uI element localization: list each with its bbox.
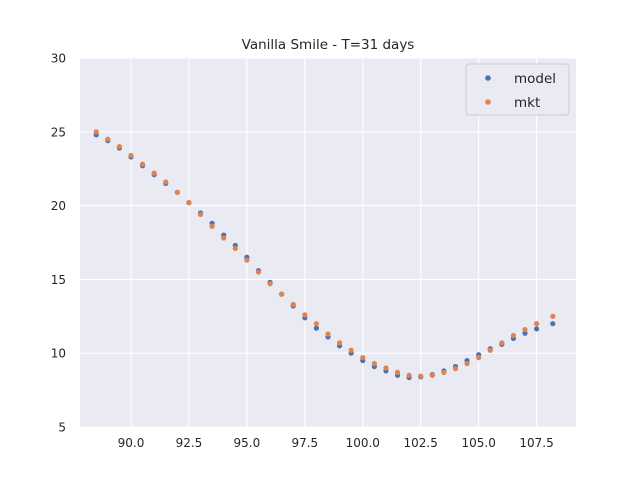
mkt-point <box>93 129 99 135</box>
mkt-point <box>371 360 377 367</box>
mkt-point <box>186 200 192 206</box>
mkt-point <box>487 347 493 353</box>
mkt-point <box>279 291 285 297</box>
x-tick-label: 100.0 <box>346 436 380 450</box>
y-tick-label: 20 <box>51 199 66 213</box>
x-tick-label: 92.5 <box>176 436 203 450</box>
mkt-point <box>313 321 320 327</box>
mkt-point <box>221 235 227 241</box>
mkt-point <box>267 281 273 287</box>
mkt-point <box>510 332 517 339</box>
x-tick-label: 107.5 <box>519 436 553 450</box>
mkt-point <box>139 161 146 167</box>
model-point <box>533 326 540 332</box>
chart-title: Vanilla Smile - T=31 days <box>242 37 415 53</box>
mkt-point <box>290 301 296 308</box>
y-tick-label: 15 <box>51 273 66 287</box>
mkt-point <box>197 211 204 218</box>
legend-marker-mkt <box>485 99 491 105</box>
mkt-point <box>209 223 215 229</box>
y-axis: 5 10 15 20 25 30 <box>51 52 66 435</box>
mkt-point <box>325 331 331 337</box>
mkt-point <box>464 360 470 367</box>
mkt-point <box>232 245 238 252</box>
legend-label-mkt: mkt <box>514 95 540 111</box>
x-axis: 90.0 92.5 95.0 97.5 100.0 102.5 105.0 107.5 <box>118 436 554 450</box>
legend-marker-model <box>485 75 491 81</box>
x-tick-label: 105.0 <box>461 436 495 450</box>
y-tick-label: 10 <box>51 347 66 361</box>
model-point <box>550 321 556 327</box>
mkt-point <box>522 326 528 333</box>
mkt-point <box>533 321 540 327</box>
x-tick-label: 102.5 <box>404 436 438 450</box>
mkt-point <box>244 257 250 263</box>
mkt-point <box>550 313 556 319</box>
y-tick-label: 25 <box>51 125 66 139</box>
x-tick-label: 97.5 <box>291 436 318 450</box>
mkt-point <box>163 179 169 185</box>
x-tick-label: 90.0 <box>118 436 145 450</box>
mkt-point <box>476 355 482 361</box>
mkt-point <box>336 340 343 346</box>
y-tick-label: 30 <box>51 52 66 66</box>
data-points <box>93 129 556 381</box>
mkt-point <box>174 189 180 195</box>
mkt-point <box>406 372 412 378</box>
legend-label-model: model <box>514 71 556 87</box>
x-tick-label: 95.0 <box>234 436 261 450</box>
model-point <box>522 330 528 336</box>
mkt-point <box>360 355 366 361</box>
mkt-point <box>128 152 134 159</box>
mkt-point <box>429 372 435 378</box>
mkt-point <box>383 365 389 371</box>
mkt-point <box>116 143 123 150</box>
mkt-point <box>105 136 111 142</box>
plot-area <box>80 58 576 427</box>
legend-box <box>465 63 570 116</box>
mkt-point <box>499 340 505 346</box>
series-mkt <box>93 129 556 379</box>
mkt-point <box>348 347 354 353</box>
mkt-point <box>255 269 262 275</box>
mkt-point <box>452 366 459 372</box>
mkt-point <box>394 369 401 375</box>
mkt-point <box>151 170 157 176</box>
model-point <box>313 325 320 331</box>
mkt-point <box>418 373 424 379</box>
legend: model mkt <box>465 63 570 116</box>
y-tick-label: 5 <box>58 421 66 435</box>
mkt-point <box>441 369 447 375</box>
grid <box>80 57 576 428</box>
mkt-point <box>302 312 308 318</box>
